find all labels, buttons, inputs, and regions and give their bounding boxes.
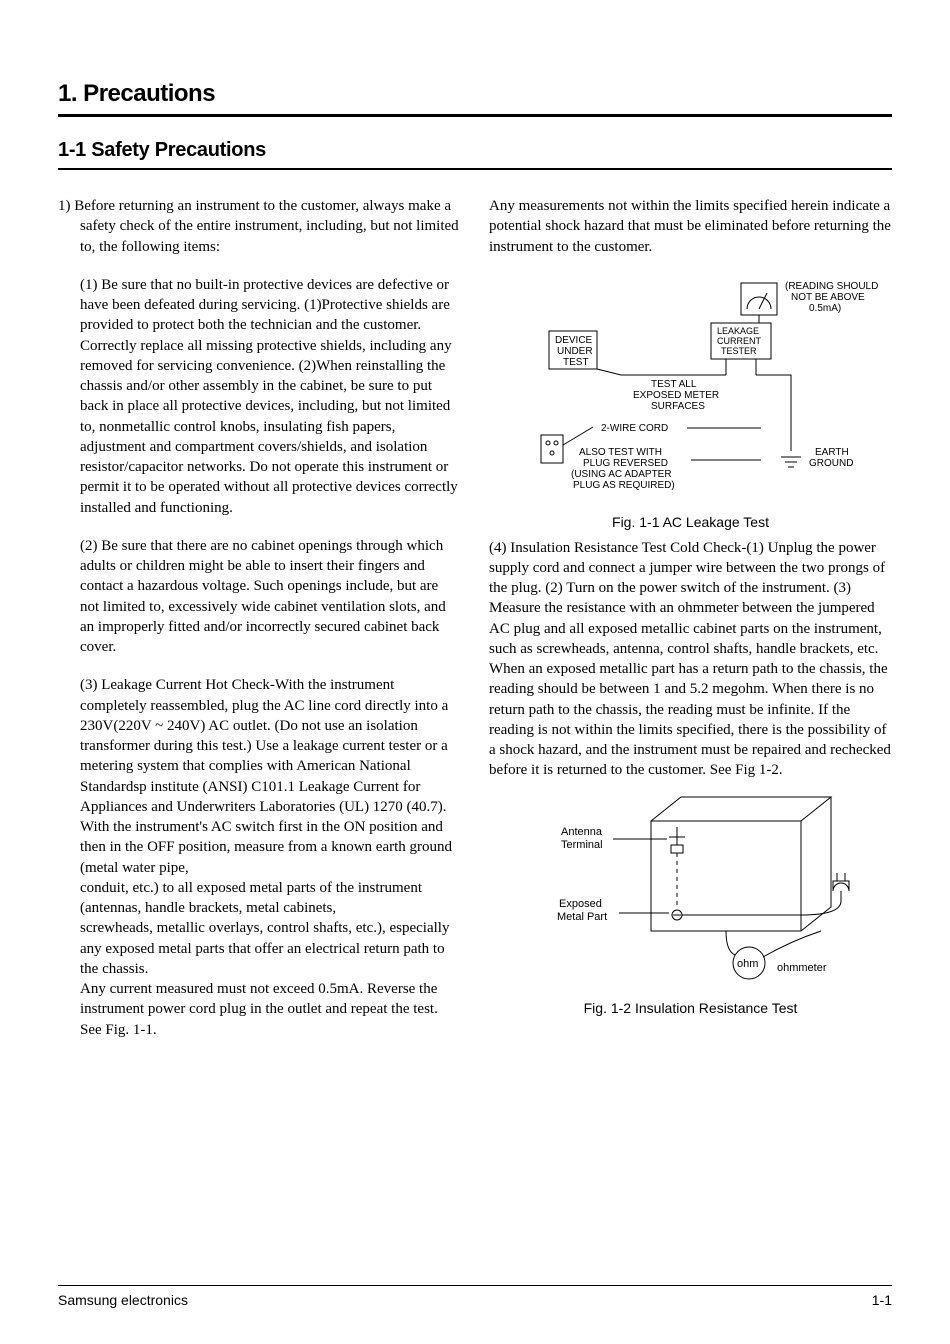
svg-text:TEST ALL: TEST ALL	[651, 379, 697, 390]
para-1: 1) Before returning an instrument to the…	[58, 196, 461, 257]
page-footer: Samsung electronics 1-1	[58, 1285, 892, 1308]
svg-text:Exposed: Exposed	[559, 898, 602, 910]
svg-text:ohmmeter: ohmmeter	[777, 962, 827, 974]
svg-text:SURFACES: SURFACES	[651, 401, 705, 412]
section-heading: 1. Precautions	[58, 80, 892, 117]
figure-1-2-caption: Fig. 1-2 Insulation Resistance Test	[489, 999, 892, 1018]
figure-1-1-diagram: (READING SHOULD NOT BE ABOVE 0.5mA) LEAK…	[501, 275, 881, 505]
subsection-heading: 1-1 Safety Precautions	[58, 139, 892, 170]
two-column-layout: 1) Before returning an instrument to the…	[58, 196, 892, 1058]
svg-text:Metal Part: Metal Part	[557, 911, 607, 923]
para-r2: (4) Insulation Resistance Test Cold Chec…	[489, 538, 892, 781]
svg-text:TESTER: TESTER	[721, 346, 757, 356]
svg-text:Terminal: Terminal	[561, 839, 603, 851]
svg-text:GROUND: GROUND	[809, 458, 853, 469]
svg-text:2-WIRE CORD: 2-WIRE CORD	[601, 423, 668, 434]
svg-text:CURRENT: CURRENT	[717, 336, 762, 346]
svg-text:(READING SHOULD: (READING SHOULD	[785, 281, 878, 292]
svg-text:EXPOSED METER: EXPOSED METER	[633, 390, 719, 401]
para-4: (3) Leakage Current Hot Check-With the i…	[58, 675, 461, 1040]
svg-text:DEVICE: DEVICE	[555, 335, 593, 346]
svg-text:PLUG REVERSED: PLUG REVERSED	[583, 458, 668, 469]
svg-text:UNDER: UNDER	[557, 346, 593, 357]
svg-text:EARTH: EARTH	[815, 447, 849, 458]
svg-text:ALSO TEST WITH: ALSO TEST WITH	[579, 447, 662, 458]
para-r1: Any measurements not within the limits s…	[489, 196, 892, 257]
left-column: 1) Before returning an instrument to the…	[58, 196, 461, 1058]
para-2: (1) Be sure that no built-in protective …	[58, 275, 461, 518]
footer-right: 1-1	[872, 1292, 892, 1308]
right-column: Any measurements not within the limits s…	[489, 196, 892, 1058]
svg-text:TEST: TEST	[563, 357, 589, 368]
svg-text:(USING AC ADAPTER: (USING AC ADAPTER	[571, 469, 672, 480]
figure-1-2-diagram: Antenna Terminal Exposed Metal Part	[501, 791, 881, 991]
svg-text:LEAKAGE: LEAKAGE	[717, 326, 759, 336]
para-3: (2) Be sure that there are no cabinet op…	[58, 536, 461, 658]
svg-text:ohm: ohm	[737, 958, 758, 970]
svg-text:0.5mA): 0.5mA)	[809, 303, 841, 314]
svg-text:NOT BE ABOVE: NOT BE ABOVE	[791, 292, 865, 303]
figure-1-1-caption: Fig. 1-1 AC Leakage Test	[489, 513, 892, 532]
footer-left: Samsung electronics	[58, 1292, 188, 1308]
svg-text:PLUG AS REQUIRED): PLUG AS REQUIRED)	[573, 480, 675, 491]
svg-text:Antenna: Antenna	[561, 826, 603, 838]
